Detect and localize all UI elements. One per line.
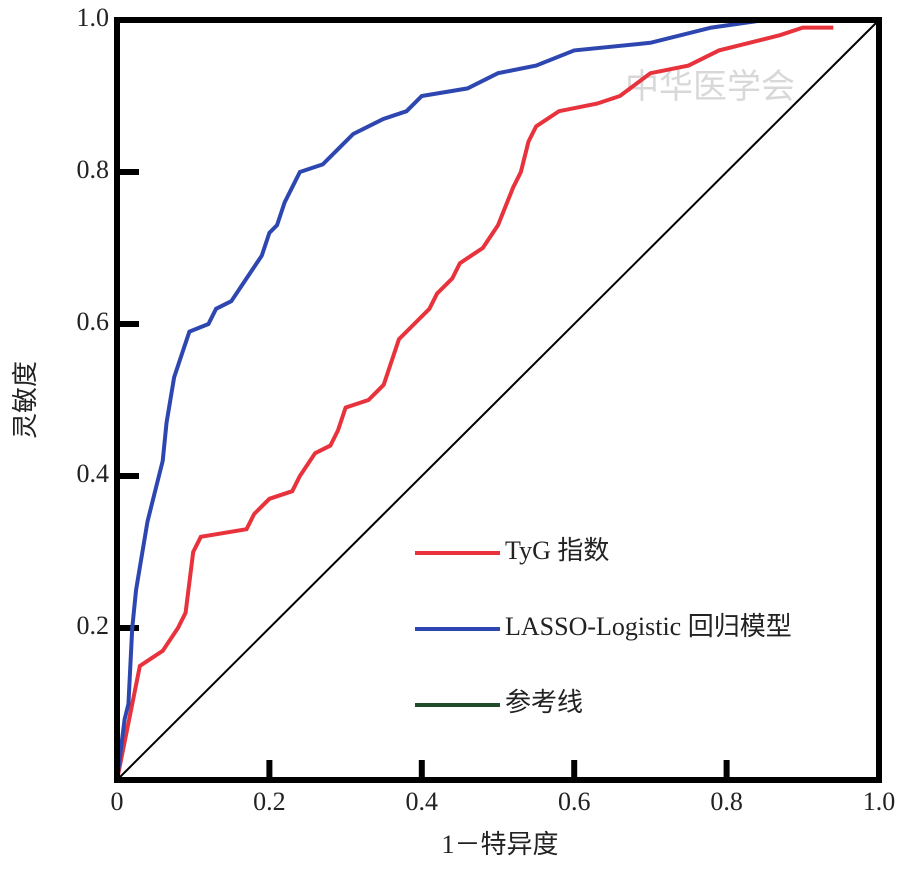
y-tick-label: 0.6 <box>77 307 110 336</box>
plot-frame <box>114 17 882 783</box>
x-axis-title: 1－特异度 <box>441 830 558 859</box>
x-tick-label: 0.4 <box>406 787 439 816</box>
y-axis-title: 灵敏度 <box>11 361 40 439</box>
x-tick-label: 0 <box>111 787 124 816</box>
legend-label: 参考线 <box>505 688 583 717</box>
y-tick-label: 1.0 <box>77 3 110 32</box>
x-tick-label: 1.0 <box>863 787 896 816</box>
series-line <box>116 19 880 781</box>
x-tick-label: 0.2 <box>253 787 286 816</box>
series-line <box>115 18 879 781</box>
series-line <box>115 25 834 781</box>
y-tick-label: 0.8 <box>77 155 110 184</box>
y-tick-label: 0.2 <box>77 611 110 640</box>
legend-label: LASSO-Logistic 回归模型 <box>505 612 792 641</box>
legend-label: TyG 指数 <box>505 536 609 565</box>
x-tick-label: 0.8 <box>710 787 743 816</box>
x-tick-label: 0.6 <box>558 787 591 816</box>
y-tick-label: 0.4 <box>77 459 110 488</box>
